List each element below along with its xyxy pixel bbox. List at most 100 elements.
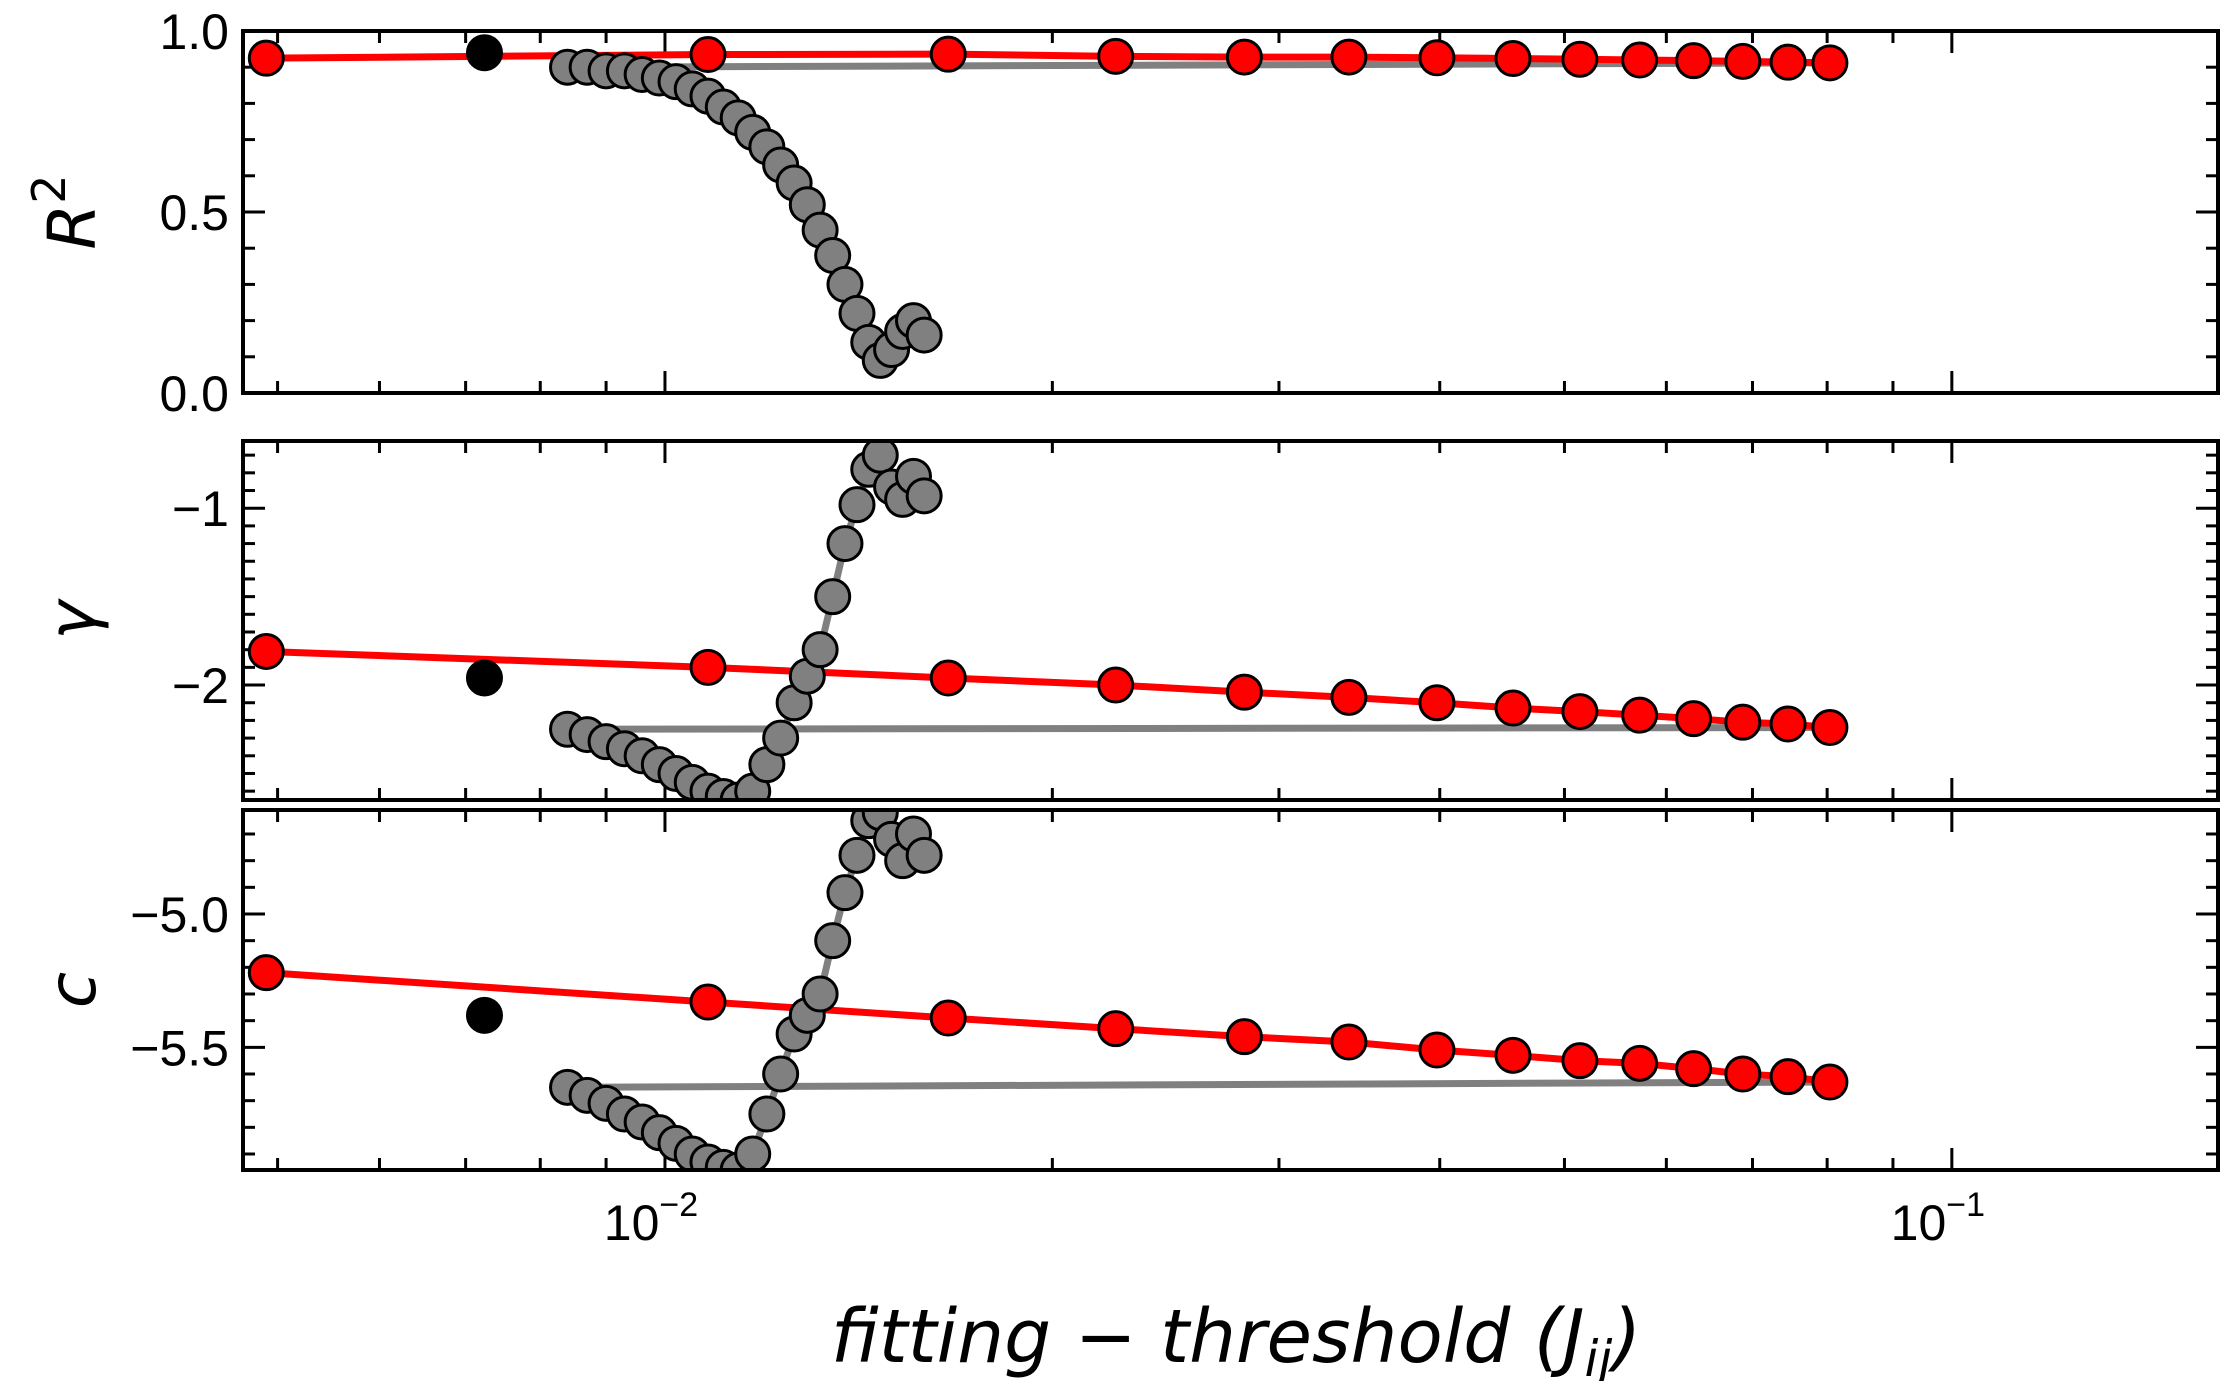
- y-tick-label-r2: 0.0: [159, 366, 229, 422]
- x-axis-label-part: ): [1607, 1294, 1641, 1380]
- fit-point: [1330, 1023, 1368, 1061]
- fit-point: [1097, 1010, 1135, 1048]
- fit-point: [929, 35, 967, 73]
- fit-point: [929, 999, 967, 1037]
- fit-point: [1561, 1042, 1599, 1080]
- excluded-point: [905, 316, 943, 354]
- fit-point: [1225, 38, 1263, 76]
- plot-area-gamma: [247, 441, 1849, 800]
- x-tick-label-base: 10: [1891, 1195, 1947, 1251]
- fit-point: [1097, 37, 1135, 75]
- fit-point: [1811, 1063, 1849, 1101]
- x-tick-label: 10−2: [604, 1186, 698, 1251]
- fit-point: [1330, 678, 1368, 716]
- plot-area-r2: [247, 34, 1849, 379]
- panel-frame-r2: [241, 29, 2220, 395]
- excluded-point: [762, 1055, 800, 1093]
- x-axis-label: fitting − threshold (Jij): [831, 1294, 1641, 1381]
- excluded-point: [734, 1135, 772, 1170]
- fit-point: [689, 648, 727, 686]
- x-tick-label-base: 10: [604, 1195, 660, 1251]
- x-axis-label-part: fitting: [831, 1294, 1051, 1380]
- panel-frame-gamma: [241, 439, 2220, 802]
- y-tick-label-c: −5.0: [130, 887, 229, 943]
- x-axis-label-part: (: [1510, 1294, 1566, 1380]
- fit-point: [1561, 40, 1599, 78]
- fit-point: [1621, 41, 1659, 79]
- panel-r2: 0.0 0.5 1.0 R2: [22, 4, 2220, 422]
- y-axis-label-gamma: γ: [34, 598, 111, 640]
- fit-point: [247, 39, 285, 77]
- fit-point: [1418, 39, 1456, 77]
- x-axis-label-part: −: [1051, 1294, 1160, 1380]
- fit-point: [1675, 1050, 1713, 1088]
- excluded-point: [801, 631, 839, 669]
- selected-point: [465, 996, 503, 1034]
- y-axis-label-sup: 2: [22, 174, 76, 203]
- fit-point: [1225, 673, 1263, 711]
- x-axis-label-part: threshold: [1160, 1294, 1511, 1380]
- fit-point: [1811, 708, 1849, 746]
- excluded-point: [814, 578, 852, 616]
- fit-point: [1494, 40, 1532, 78]
- excluded-point: [905, 836, 943, 874]
- y-tick-label-c: −5.5: [130, 1020, 229, 1076]
- excluded-point: [762, 719, 800, 757]
- panel-gamma: −2 −1 γ: [34, 439, 2220, 802]
- excluded-point: [905, 477, 943, 515]
- fit-point: [929, 659, 967, 697]
- y-axis-label-main: c: [34, 972, 111, 1008]
- y-axis-label-r2: R2: [22, 174, 111, 249]
- x-tick-labels: 10−2 10−1: [604, 1186, 1985, 1251]
- fit-point: [1769, 43, 1807, 81]
- selected-point: [465, 659, 503, 697]
- fit-point: [1811, 44, 1849, 82]
- fit-point: [247, 632, 285, 670]
- excluded-point: [814, 922, 852, 960]
- fit-point: [1097, 666, 1135, 704]
- x-tick-label: 10−1: [1891, 1186, 1985, 1251]
- y-tick-label-r2: 1.0: [159, 4, 229, 60]
- fit-point: [1675, 700, 1713, 738]
- fit-point: [1724, 703, 1762, 741]
- plot-area-c: [247, 810, 1849, 1170]
- fit-point: [1561, 693, 1599, 731]
- y-tick-label-gamma: −2: [172, 658, 229, 714]
- panels: 0.0 0.5 1.0 R2 −2 −1 γ −5.5 −5.0 c: [22, 4, 2220, 1172]
- x-axis-label-part: ij: [1585, 1330, 1613, 1381]
- fit-point: [1621, 1044, 1659, 1082]
- fit-point: [1330, 38, 1368, 76]
- excluded-point: [826, 525, 864, 563]
- excluded-line-gamma: [566, 448, 1830, 800]
- y-axis-label-main: γ: [34, 598, 111, 640]
- fit-point: [1494, 1036, 1532, 1074]
- panel-c: −5.5 −5.0 c: [34, 808, 2220, 1172]
- y-tick-label-r2: 0.5: [159, 185, 229, 241]
- fit-point: [1621, 696, 1659, 734]
- excluded-point: [748, 1095, 786, 1133]
- x-tick-label-exp: −2: [659, 1186, 698, 1224]
- fit-point: [1418, 684, 1456, 722]
- fit-point: [1675, 42, 1713, 80]
- y-axis-label-main: R: [34, 204, 111, 250]
- excluded-line-r2: [567, 59, 1830, 366]
- fit-point: [1418, 1031, 1456, 1069]
- excluded-point: [838, 486, 876, 524]
- y-tick-label-gamma: −1: [172, 481, 229, 537]
- fit-point: [689, 36, 727, 74]
- fit-point: [1225, 1018, 1263, 1056]
- fit-point: [1769, 705, 1807, 743]
- fit-point: [1769, 1058, 1807, 1096]
- x-tick-label-exp: −1: [1946, 1186, 1985, 1224]
- fit-point: [1724, 42, 1762, 80]
- panel-frame-c: [241, 808, 2220, 1172]
- y-axis-label-c: c: [34, 972, 111, 1008]
- excluded-point: [801, 975, 839, 1013]
- fit-point: [247, 954, 285, 992]
- fit-point: [689, 983, 727, 1021]
- fit-point: [1724, 1055, 1762, 1093]
- excluded-point: [861, 441, 899, 474]
- selected-point: [465, 34, 503, 72]
- excluded-point: [838, 836, 876, 874]
